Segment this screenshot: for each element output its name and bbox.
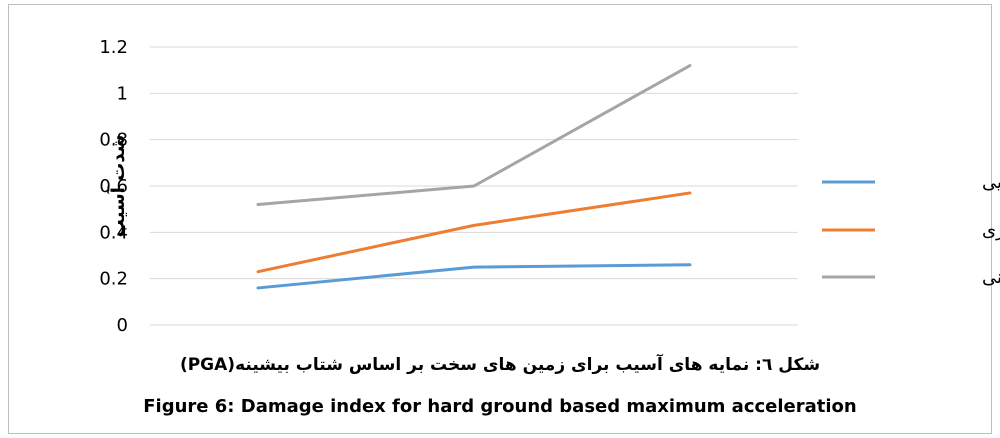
y-tick-label: 0.2 (99, 269, 128, 290)
y-tick-label: 1.2 (99, 37, 128, 58)
legend: مصالح بنایی اسکلت فلزی اسکلت بتنی (822, 172, 1000, 288)
y-tick-label: 0 (117, 315, 128, 336)
figure-frame (8, 4, 992, 434)
legend-label: مصالح بنایی (982, 172, 1000, 193)
y-tick-label: 0.6 (99, 176, 128, 197)
y-tick-label: 0.4 (99, 222, 128, 243)
figure-caption-persian: شکل ٦: نمایه های آسیب برای زمین های سخت … (179, 355, 821, 375)
y-tick-label: 0.8 (99, 130, 128, 151)
legend-label: اسکلت بتنی (982, 267, 1000, 288)
figure-caption-english: Figure 6: Damage index for hard ground b… (143, 396, 857, 417)
series-line-1 (256, 263, 692, 290)
series-line-2 (256, 191, 692, 274)
y-axis-label: شدت آسیب (106, 135, 129, 238)
y-tick-label: 1 (117, 83, 128, 104)
y-tick-labels: 0 0.2 0.4 0.6 0.8 1 1.2 (99, 37, 128, 336)
gridlines (150, 46, 798, 326)
series-line-3 (256, 64, 692, 207)
series-lines (256, 64, 692, 290)
legend-label: اسکلت فلزی (982, 220, 1000, 241)
